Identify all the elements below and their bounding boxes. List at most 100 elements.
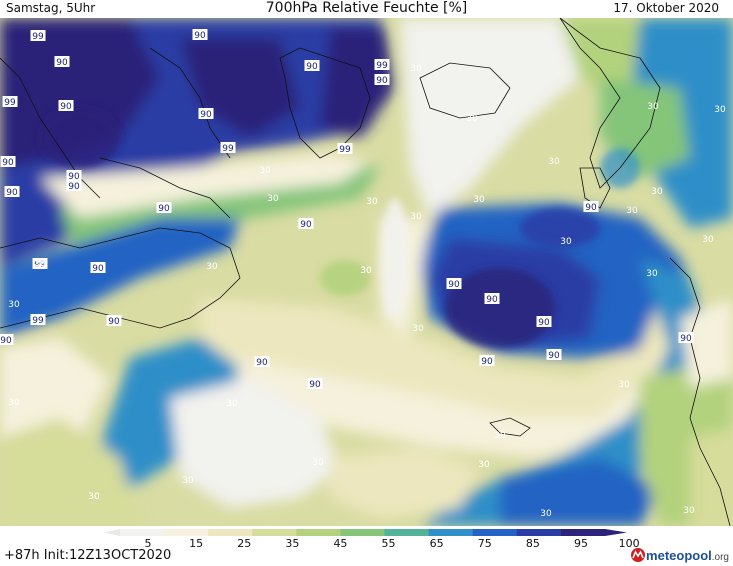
- contour-label: 99: [32, 316, 44, 326]
- contour-label-bg: [678, 332, 694, 343]
- contour-label: 90: [2, 158, 14, 168]
- scandinavia-coast: [559, 18, 661, 189]
- contour-label-bg: [4, 186, 20, 197]
- contour-label: 30: [466, 114, 478, 124]
- contour-label: 30: [540, 509, 552, 519]
- contour-label: 99: [32, 32, 44, 42]
- colorbar-tick-label: 85: [526, 537, 540, 548]
- contour-label: 99: [4, 98, 16, 108]
- contour-label-bg: [30, 30, 46, 41]
- valid-day-time: Samstag, 5Uhr: [6, 1, 96, 15]
- contour-label: 30: [360, 266, 372, 276]
- colorbar-tick-label: 65: [430, 537, 444, 548]
- contour-label-bg: [337, 143, 353, 154]
- contour-label-bg: [298, 218, 314, 229]
- contour-label-bg: [446, 278, 462, 289]
- colorbar: 5 15 25 35 45 55 65 75 85 95 100: [104, 529, 640, 548]
- baffin-coast: [149, 47, 231, 159]
- contour-label: 90: [585, 203, 597, 213]
- contour-label-bg: [307, 378, 323, 389]
- contour-label: 90: [0, 336, 12, 346]
- contour-label: 90: [448, 280, 460, 290]
- greenland-coast: [279, 47, 371, 159]
- contour-label-bg: [30, 314, 46, 325]
- contour-label: 90: [376, 76, 388, 86]
- contour-label: 30: [683, 506, 695, 516]
- contour-label: 30: [226, 399, 238, 409]
- contour-label: 30: [560, 237, 572, 247]
- british-isles-coast: [579, 167, 611, 209]
- humidity-map: 99 90 90 99 90 90 90 99 90 90 99 90 99 90 99 90 90 90 30 30…: [0, 18, 733, 526]
- contour-label-bg: [58, 100, 74, 111]
- contour-label: 90: [300, 220, 312, 230]
- colorbar-tick-label: 95: [574, 537, 588, 548]
- contour-label: 99: [34, 260, 46, 270]
- humidity-field-detail: [40, 108, 640, 348]
- contour-label: 30: [478, 460, 490, 470]
- contour-label: 90: [194, 31, 206, 41]
- contour-label: 30: [548, 157, 560, 167]
- contour-label: 30: [494, 431, 506, 441]
- colorbar-segment: [384, 529, 430, 536]
- contour-label: 90: [56, 58, 68, 68]
- contour-label: 90: [108, 317, 120, 327]
- contour-label: 90: [486, 295, 498, 305]
- contour-label: 30: [259, 166, 271, 176]
- contour-label: 30: [478, 460, 490, 470]
- contour-label: 30: [651, 187, 663, 197]
- contour-label: 90: [309, 380, 321, 390]
- contour-label: 30: [8, 300, 20, 310]
- contour-label-bg: [156, 202, 172, 213]
- contour-label-bg: [90, 262, 106, 273]
- colorbar-segment: [516, 529, 562, 536]
- colorbar-segment: [252, 529, 297, 536]
- contour-label: 99: [376, 61, 388, 71]
- contour-label-bg: [254, 356, 270, 367]
- contour-label-bg: [484, 293, 500, 304]
- colorbar-tick-label: 75: [478, 537, 492, 548]
- contour-label: 30: [626, 206, 638, 216]
- contour-label: 30: [714, 105, 726, 115]
- colorbar-segment: [208, 529, 253, 536]
- colorbar-tick-label: 5: [145, 537, 152, 548]
- contour-label-bg: [0, 156, 16, 167]
- contour-label: 30: [473, 195, 485, 205]
- labrador-coast: [99, 157, 231, 219]
- contour-label: 90: [68, 172, 80, 182]
- contour-label-bg: [66, 170, 82, 181]
- logo-icon: [631, 548, 646, 562]
- contour-label: 30: [618, 380, 630, 390]
- colorbar-tick-label: 15: [189, 537, 203, 548]
- contour-label-bg: [374, 74, 390, 85]
- contour-label: 90: [256, 358, 268, 368]
- contour-label: 30: [647, 102, 659, 112]
- contour-label: 30: [412, 324, 424, 334]
- contour-label: 30: [182, 476, 194, 486]
- colorbar-segment: [472, 529, 518, 536]
- contour-label-bg: [374, 59, 390, 70]
- contour-label: 90: [92, 264, 104, 274]
- colorbar-segment: [340, 529, 386, 536]
- contour-label: 90: [158, 204, 170, 214]
- logo-text: meteopool.org: [646, 547, 729, 563]
- colorbar-upper-arrow: [605, 529, 627, 536]
- contour-label-bg: [304, 60, 320, 71]
- contour-label-bg: [54, 56, 70, 67]
- colorbar-segment: [560, 529, 606, 536]
- contour-label: 90: [680, 334, 692, 344]
- contour-label: 30: [312, 458, 324, 468]
- header-bar: Samstag, 5Uhr 700hPa Relative Feuchte [%…: [0, 0, 733, 18]
- iceland-coast: [419, 62, 511, 119]
- contour-label-bg: [0, 334, 14, 345]
- azores-coast: [489, 417, 531, 437]
- colorbar-segment: [428, 529, 474, 536]
- coastlines: [0, 18, 731, 526]
- colorbar-segment: [120, 529, 165, 536]
- contour-label: 90: [538, 318, 550, 328]
- contour-label: 30: [267, 194, 279, 204]
- contour-label: 90: [60, 102, 72, 112]
- colorbar-lower-arrow: [104, 529, 120, 536]
- contour-label: 30: [702, 235, 714, 245]
- contour-label: 99: [222, 144, 234, 154]
- contour-label: 30: [8, 398, 20, 408]
